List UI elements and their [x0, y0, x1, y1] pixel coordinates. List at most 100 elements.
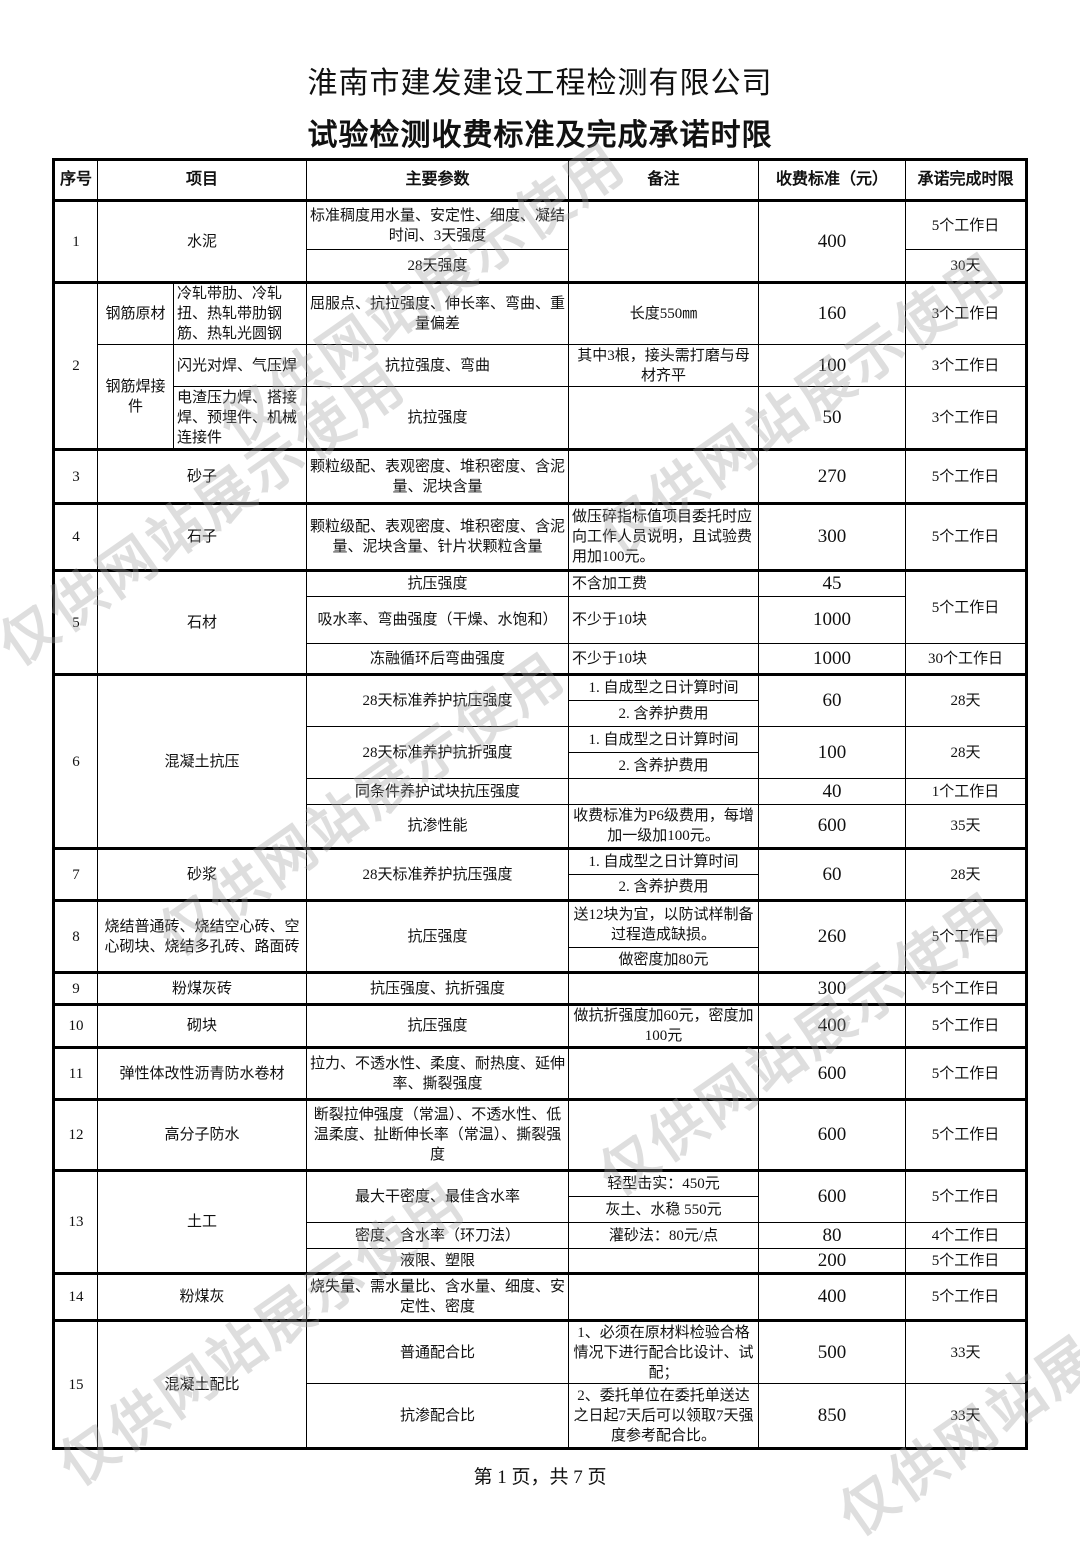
time: 5个工作日	[905, 1046, 1028, 1100]
notes: 2. 含养护费用	[568, 700, 760, 727]
params: 烧失量、需水量比、含水量、细度、安定性、密度	[306, 1272, 570, 1321]
price: 100	[758, 726, 907, 779]
notes	[568, 1098, 760, 1171]
params: 28天标准养护抗压强度	[306, 847, 570, 901]
time: 3个工作日	[905, 386, 1028, 450]
notes: 长度550㎜	[568, 281, 760, 345]
table-row: 28天标准养护抗折强度 1. 自成型之日计算时间 100 28天	[54, 726, 1028, 779]
time: 28天	[905, 673, 1028, 727]
price: 600	[758, 1169, 907, 1223]
params: 28天标准养护抗压强度	[306, 673, 570, 727]
notes	[568, 971, 760, 1005]
seq: 13	[53, 1169, 98, 1274]
table-row: 28天强度 30天	[54, 249, 1028, 283]
notes	[568, 199, 760, 283]
time: 4个工作日	[905, 1222, 1028, 1249]
table-row: 2. 含养护费用	[54, 752, 1027, 779]
table-row: 13 土工 最大干密度、最佳含水率 轻型击实：450元 600 5个工作日	[53, 1169, 1028, 1274]
notes: 不少于10块	[568, 596, 760, 644]
time: 1个工作日	[905, 778, 1028, 805]
params: 抗压强度	[306, 1003, 570, 1048]
time: 5个工作日	[905, 569, 1028, 644]
params: 拉力、不透水性、柔度、耐热度、延伸率、撕裂强度	[306, 1046, 570, 1100]
time: 3个工作日	[905, 281, 1028, 345]
header-params: 主要参数	[306, 159, 570, 202]
table-header: 序号 项目 主要参数 备注 收费标准（元） 承诺完成时限	[53, 159, 1028, 202]
item: 土工	[96, 1169, 308, 1274]
item: 粉煤灰	[96, 1272, 308, 1321]
price: 400	[758, 1272, 907, 1321]
params: 抗拉强度、弯曲	[306, 344, 570, 387]
time: 30个工作日	[905, 643, 1028, 675]
item: 烧结普通砖、烧结空心砖、空心砌块、烧结多孔砖、路面砖	[96, 899, 308, 973]
table-row: 14 粉煤灰 烧失量、需水量比、含水量、细度、安定性、密度 400 5个工作日	[53, 1272, 1028, 1321]
table-row: 灰土、水稳 550元	[54, 1196, 1027, 1223]
time: 33天	[905, 1383, 1028, 1449]
notes: 2、委托单位在委托单送达之日起7天后可以领取7天强度参考配合比。	[568, 1383, 760, 1449]
notes	[568, 778, 760, 805]
table-row: 8 烧结普通砖、烧结空心砖、空心砌块、烧结多孔砖、路面砖 抗压强度 送12块为宜…	[53, 899, 1028, 973]
time: 5个工作日	[905, 502, 1028, 571]
notes: 灰土、水稳 550元	[568, 1196, 760, 1223]
price: 60	[758, 673, 907, 727]
sub-item: 冷轧带肋、冷轧扭、热轧带肋钢筋、热轧光圆钢	[172, 281, 308, 345]
notes: 1、必须在原材料检验合格情况下进行配合比设计、试配；	[568, 1319, 760, 1384]
item: 水泥	[96, 199, 308, 283]
item: 钢筋原材	[97, 281, 174, 345]
seq: 2	[53, 281, 98, 450]
notes: 1. 自成型之日计算时间	[568, 847, 760, 875]
params: 同条件养护试块抗压强度	[306, 778, 570, 805]
params: 断裂拉伸强度（常温）、不透水性、低温柔度、扯断伸长率（常温）、撕裂强度	[306, 1098, 570, 1171]
item: 混凝土抗压	[96, 673, 308, 849]
seq: 14	[53, 1272, 98, 1321]
seq: 4	[53, 502, 98, 571]
price: 60	[758, 847, 907, 901]
item: 砌块	[96, 1003, 308, 1048]
params: 颗粒级配、表观密度、堆积密度、含泥量、泥块含量、针片状颗粒含量	[306, 502, 570, 571]
price: 100	[758, 344, 907, 387]
table-row: 密度、含水率（环刀法） 灌砂法：80元/点 80 4个工作日	[54, 1222, 1028, 1249]
time: 5个工作日	[905, 971, 1028, 1005]
params: 颗粒级配、表观密度、堆积密度、含泥量、泥块含量	[306, 448, 570, 504]
time: 3个工作日	[905, 344, 1028, 387]
time: 5个工作日	[905, 448, 1028, 504]
seq: 5	[53, 569, 98, 675]
table-row: 液限、塑限 200 5个工作日	[54, 1248, 1028, 1274]
notes: 做压碎指标值项目委托时应向工作人员说明，且试验费用加100元。	[568, 502, 760, 571]
item: 混凝土配比	[96, 1319, 308, 1449]
params: 抗压强度	[306, 569, 570, 597]
notes: 1. 自成型之日计算时间	[568, 726, 760, 753]
price: 160	[758, 281, 907, 345]
price: 600	[758, 804, 907, 849]
notes: 轻型击实：450元	[568, 1169, 760, 1197]
time: 30天	[905, 249, 1028, 283]
seq: 8	[53, 899, 98, 973]
table-row: 7 砂浆 28天标准养护抗压强度 1. 自成型之日计算时间 60 28天	[53, 847, 1028, 901]
item: 石材	[96, 569, 308, 675]
price: 1000	[758, 596, 907, 644]
params: 抗渗配合比	[306, 1383, 570, 1449]
item: 粉煤灰砖	[96, 971, 308, 1005]
seq: 12	[53, 1098, 98, 1171]
header-price: 收费标准（元）	[758, 159, 907, 202]
time: 5个工作日	[905, 1003, 1028, 1048]
price: 45	[758, 569, 907, 597]
params: 屈服点、抗拉强度、伸长率、弯曲、重量偏差	[306, 281, 570, 345]
price: 400	[758, 199, 907, 283]
table-row: 15 混凝土配比 普通配合比 1、必须在原材料检验合格情况下进行配合比设计、试配…	[53, 1319, 1028, 1449]
table-row: 1 水泥 标准稠度用水量、安定性、细度、凝结时间、3天强度 400 5个工作日	[53, 199, 1028, 283]
table-row: 钢筋焊接件 闪光对焊、气压焊 抗拉强度、弯曲 其中3根，接头需打磨与母材齐平 1…	[54, 344, 1028, 450]
notes	[568, 386, 760, 450]
time: 5个工作日	[905, 1169, 1028, 1223]
price: 80	[758, 1222, 907, 1249]
notes: 做抗折强度加60元，密度加100元	[568, 1003, 760, 1048]
table-row: 电渣压力焊、搭接焊、预埋件、机械连接件 抗拉强度 50 3个工作日	[54, 386, 1028, 450]
params: 抗压强度、抗折强度	[306, 971, 570, 1005]
params: 抗拉强度	[306, 386, 570, 450]
company-name: 淮南市建发建设工程检测有限公司	[307, 67, 773, 100]
table-row: 12 高分子防水 断裂拉伸强度（常温）、不透水性、低温柔度、扯断伸长率（常温）、…	[53, 1098, 1028, 1171]
price: 850	[758, 1383, 907, 1449]
notes: 送12块为宜，以防试样制备过程造成缺损。	[568, 899, 760, 948]
time: 5个工作日	[905, 199, 1028, 250]
item: 弹性体改性沥青防水卷材	[96, 1046, 308, 1100]
